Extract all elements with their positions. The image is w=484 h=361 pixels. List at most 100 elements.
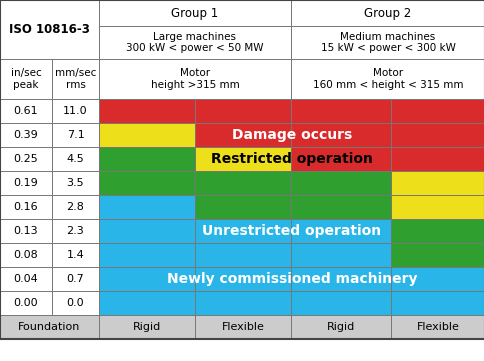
- Bar: [195, 219, 290, 243]
- Bar: [99, 219, 195, 243]
- Text: 0.04: 0.04: [14, 274, 38, 284]
- Text: 0.08: 0.08: [14, 250, 38, 260]
- Text: Rigid: Rigid: [326, 322, 354, 332]
- Text: Flexible: Flexible: [416, 322, 458, 332]
- Bar: [0, 171, 52, 195]
- Bar: [52, 171, 99, 195]
- Bar: [390, 147, 484, 171]
- Bar: [390, 267, 484, 291]
- Bar: [195, 267, 290, 291]
- Bar: [290, 267, 390, 291]
- Bar: [0, 59, 52, 99]
- Text: 3.5: 3.5: [66, 178, 84, 188]
- Bar: [99, 59, 290, 99]
- Text: ISO 10816-3: ISO 10816-3: [9, 23, 90, 36]
- Text: Medium machines
15 kW < power < 300 kW: Medium machines 15 kW < power < 300 kW: [320, 32, 454, 53]
- Bar: [290, 195, 390, 219]
- Bar: [52, 219, 99, 243]
- Bar: [0, 291, 52, 315]
- Bar: [0, 99, 52, 123]
- Text: Group 2: Group 2: [363, 6, 411, 19]
- Text: 7.1: 7.1: [66, 130, 84, 140]
- Bar: [390, 195, 484, 219]
- Bar: [195, 195, 290, 219]
- Text: 0.39: 0.39: [14, 130, 38, 140]
- Bar: [99, 147, 195, 171]
- Bar: [52, 243, 99, 267]
- Bar: [390, 291, 484, 315]
- Text: Rigid: Rigid: [133, 322, 161, 332]
- Text: 0.0: 0.0: [66, 298, 84, 308]
- Bar: [195, 291, 290, 315]
- Text: 2.8: 2.8: [66, 202, 84, 212]
- Bar: [290, 26, 484, 59]
- Bar: [0, 219, 52, 243]
- Bar: [0, 0, 99, 59]
- Bar: [0, 243, 52, 267]
- Bar: [99, 123, 195, 147]
- Bar: [0, 267, 52, 291]
- Bar: [52, 99, 99, 123]
- Text: Damage occurs: Damage occurs: [231, 128, 351, 142]
- Bar: [99, 26, 290, 59]
- Bar: [390, 171, 484, 195]
- Bar: [195, 99, 290, 123]
- Text: 1.4: 1.4: [66, 250, 84, 260]
- Text: in/sec
peak: in/sec peak: [11, 68, 41, 90]
- Text: Foundation: Foundation: [18, 322, 80, 332]
- Bar: [390, 123, 484, 147]
- Bar: [195, 171, 290, 195]
- Bar: [99, 267, 195, 291]
- Bar: [290, 291, 390, 315]
- Bar: [390, 219, 484, 243]
- Text: 0.16: 0.16: [14, 202, 38, 212]
- Text: Motor
160 mm < height < 315 mm: Motor 160 mm < height < 315 mm: [312, 68, 462, 90]
- Bar: [99, 171, 195, 195]
- Text: Newly commissioned machinery: Newly commissioned machinery: [166, 272, 416, 286]
- Bar: [52, 59, 99, 99]
- Bar: [99, 243, 195, 267]
- Bar: [52, 267, 99, 291]
- Bar: [99, 99, 195, 123]
- Text: Restricted operation: Restricted operation: [211, 152, 372, 166]
- Bar: [195, 315, 290, 339]
- Bar: [290, 0, 484, 26]
- Bar: [0, 147, 52, 171]
- Text: mm/sec
rms: mm/sec rms: [55, 68, 96, 90]
- Text: Motor
height >315 mm: Motor height >315 mm: [151, 68, 239, 90]
- Bar: [99, 0, 290, 26]
- Bar: [99, 315, 195, 339]
- Bar: [52, 291, 99, 315]
- Bar: [390, 315, 484, 339]
- Text: Flexible: Flexible: [221, 322, 264, 332]
- Text: 0.13: 0.13: [14, 226, 38, 236]
- Text: 0.25: 0.25: [14, 154, 38, 164]
- Bar: [290, 219, 390, 243]
- Bar: [290, 315, 390, 339]
- Bar: [0, 315, 99, 339]
- Bar: [99, 195, 195, 219]
- Bar: [52, 195, 99, 219]
- Text: 4.5: 4.5: [66, 154, 84, 164]
- Bar: [195, 147, 290, 171]
- Bar: [290, 147, 390, 171]
- Text: Unrestricted operation: Unrestricted operation: [202, 224, 381, 238]
- Text: 0.00: 0.00: [14, 298, 38, 308]
- Bar: [0, 123, 52, 147]
- Bar: [99, 291, 195, 315]
- Text: Group 1: Group 1: [171, 6, 218, 19]
- Bar: [195, 243, 290, 267]
- Bar: [52, 147, 99, 171]
- Bar: [290, 171, 390, 195]
- Bar: [290, 59, 484, 99]
- Text: 0.19: 0.19: [14, 178, 38, 188]
- Text: 0.61: 0.61: [14, 106, 38, 116]
- Bar: [390, 99, 484, 123]
- Bar: [0, 195, 52, 219]
- Bar: [390, 243, 484, 267]
- Bar: [52, 123, 99, 147]
- Text: 0.7: 0.7: [66, 274, 84, 284]
- Bar: [290, 243, 390, 267]
- Text: 2.3: 2.3: [66, 226, 84, 236]
- Bar: [290, 99, 390, 123]
